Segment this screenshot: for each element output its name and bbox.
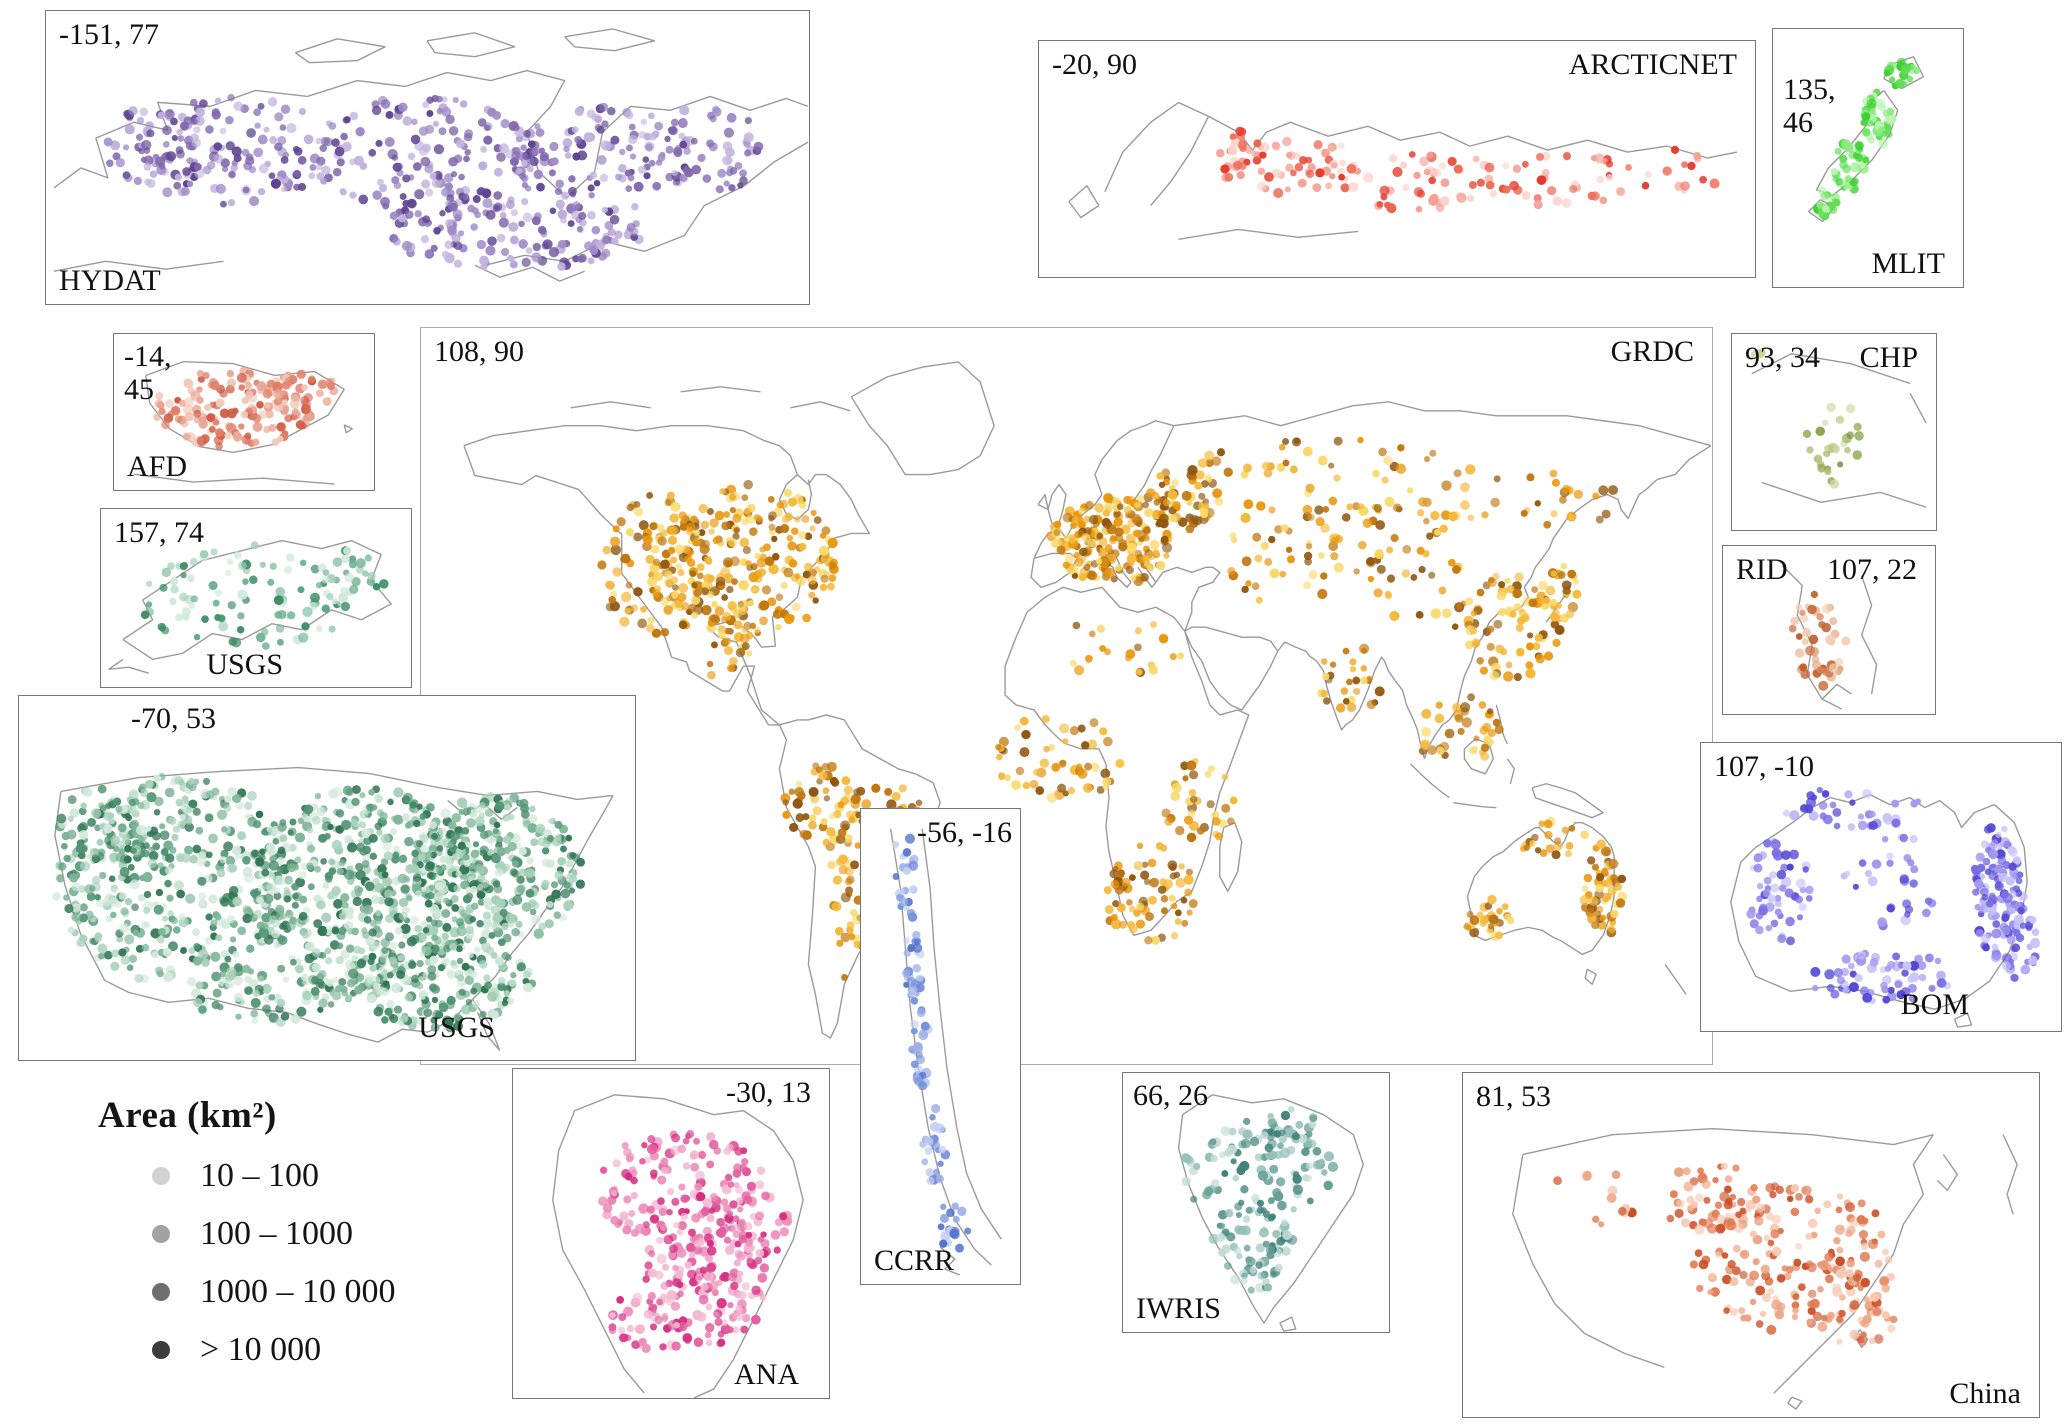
corner-coords-mlit: 135, 46 — [1783, 73, 1836, 139]
map-india — [1177, 1094, 1364, 1332]
panel-ccrr: -56, -16 CCRR — [860, 808, 1021, 1285]
source-label-usgs-conus: USGS — [418, 1011, 495, 1044]
panel-ana: -30, 13 ANA — [512, 1068, 830, 1399]
source-label-china: China — [1949, 1377, 2021, 1410]
panel-hydat: -151, 77 HYDAT — [45, 10, 810, 305]
panel-bom: 107, -10 BOM — [1700, 742, 2062, 1032]
panel-usgs-alaska: 157, 74 USGS — [100, 508, 412, 688]
map-canada — [53, 28, 809, 282]
source-label-afd: AFD — [127, 450, 188, 483]
map-japan — [1807, 56, 1925, 223]
panel-china: 81, 53 China — [1462, 1072, 2040, 1418]
map-conus — [52, 766, 614, 1051]
map-brazil — [552, 1094, 804, 1398]
legend-item: 10 – 100 — [98, 1157, 396, 1195]
panel-iwris: 66, 26 IWRIS — [1122, 1072, 1390, 1333]
map-chile — [889, 828, 1002, 1276]
legend-title: Area (km²) — [98, 1095, 277, 1136]
map-china — [1512, 1127, 2018, 1410]
panel-usgs-conus: -70, 53 USGS — [18, 695, 636, 1061]
map-australia — [1730, 786, 2041, 1028]
corner-coords-arcticnet: -20, 90 — [1052, 48, 1137, 81]
legend-item: 100 – 1000 — [98, 1215, 396, 1253]
legend-dot-class4-icon — [152, 1341, 170, 1359]
source-label-bom: BOM — [1900, 988, 1969, 1021]
corner-coords-chp: 93, 34 — [1745, 341, 1820, 374]
map-spain — [133, 360, 353, 485]
map-alaska — [108, 539, 392, 674]
map-thailand — [1781, 565, 1878, 710]
legend-dot-class2-icon — [152, 1225, 170, 1243]
legend-label-class4: > 10 000 — [200, 1331, 322, 1368]
source-label-ccrr: CCRR — [874, 1244, 955, 1277]
corner-coords-rid: 107, 22 — [1827, 553, 1917, 586]
source-label-iwris: IWRIS — [1136, 1292, 1221, 1325]
legend-dot-class3-icon — [152, 1283, 170, 1301]
corner-coords-grdc: 108, 90 — [434, 335, 524, 368]
corner-coords-ana: -30, 13 — [726, 1076, 811, 1109]
source-label-rid: RID — [1736, 553, 1788, 586]
legend-item: > 10 000 — [98, 1331, 396, 1369]
legend-label-class1: 10 – 100 — [200, 1157, 319, 1194]
source-label-mlit: MLIT — [1871, 247, 1945, 280]
corner-coords-iwris: 66, 26 — [1133, 1079, 1208, 1112]
corner-coords-bom: 107, -10 — [1714, 750, 1814, 783]
area-legend: Area (km²) 10 – 100 100 – 1000 1000 – 10… — [98, 1094, 396, 1369]
panel-mlit: 135, 46 MLIT — [1772, 28, 1964, 288]
corner-coords-afd: -14, 45 — [124, 340, 172, 406]
legend-label-class3: 1000 – 10 000 — [200, 1273, 396, 1310]
source-label-arcticnet: ARCTICNET — [1568, 48, 1737, 81]
corner-coords-china: 81, 53 — [1476, 1080, 1551, 1113]
source-label-chp: CHP — [1859, 341, 1918, 374]
source-label-hydat: HYDAT — [59, 264, 161, 297]
source-label-usgs-alaska: USGS — [206, 648, 284, 681]
corner-coords-usgs-conus: -70, 53 — [131, 702, 216, 735]
legend-item: 1000 – 10 000 — [98, 1273, 396, 1311]
source-label-grdc: GRDC — [1610, 335, 1694, 368]
legend-label-class2: 100 – 1000 — [200, 1215, 353, 1252]
source-label-ana: ANA — [734, 1358, 799, 1391]
panel-arcticnet: -20, 90 ARCTICNET — [1038, 40, 1756, 278]
corner-coords-usgs-alaska: 157, 74 — [114, 516, 204, 549]
panel-afd: -14, 45 AFD — [113, 333, 375, 491]
panel-chp: 93, 34 CHP — [1731, 333, 1937, 531]
corner-coords-ccrr: -56, -16 — [917, 816, 1012, 849]
map-chp-region — [1750, 348, 1927, 508]
panel-rid: RID 107, 22 — [1722, 545, 1936, 715]
corner-coords-hydat: -151, 77 — [59, 18, 159, 51]
legend-dot-class1-icon — [152, 1167, 170, 1185]
map-northern-eurasia — [1068, 101, 1738, 241]
